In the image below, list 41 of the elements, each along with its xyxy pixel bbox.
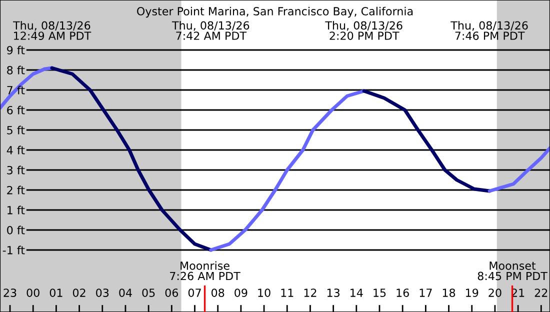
x-tick-label: 09 bbox=[234, 288, 248, 297]
x-tick-label: 10 bbox=[258, 288, 270, 297]
x-tick-label: 13 bbox=[327, 288, 340, 297]
annotation: Thu, 08/13/26 7:42 AM PDT bbox=[172, 21, 250, 40]
y-tick-label: 7 ft bbox=[7, 86, 25, 94]
x-tick-label: 08 bbox=[212, 288, 224, 297]
y-tick-label: 9 ft bbox=[7, 46, 25, 54]
y-tick-label: -1 ft bbox=[2, 246, 25, 254]
x-tick-label: 20 bbox=[488, 288, 502, 297]
x-tick-label: 16 bbox=[396, 288, 409, 297]
x-tick-label: 06 bbox=[165, 288, 178, 297]
x-tick-label: 01 bbox=[50, 288, 62, 297]
x-tick-label: 15 bbox=[374, 288, 386, 297]
x-tick-label: 07 bbox=[188, 288, 201, 297]
x-tick-label: 23 bbox=[4, 288, 16, 297]
x-tick-label: 11 bbox=[281, 288, 294, 297]
x-tick-label: 02 bbox=[72, 288, 86, 297]
x-tick-label: 17 bbox=[420, 288, 432, 297]
y-tick-label: 5 ft bbox=[7, 126, 25, 134]
x-tick-label: 19 bbox=[466, 288, 478, 297]
ref-line-label: Moonset 8:45 PM PDT bbox=[478, 262, 548, 280]
x-tick-label: 00 bbox=[26, 288, 40, 297]
x-tick-label: 03 bbox=[96, 288, 109, 297]
y-tick-label: 1 ft bbox=[8, 206, 25, 214]
text: Oyster Point Marina, San Francisco Bay, California bbox=[137, 6, 413, 18]
x-tick-label: 22 bbox=[534, 288, 548, 297]
x-tick-label: 05 bbox=[142, 288, 155, 297]
x-tick-label: 14 bbox=[350, 288, 363, 297]
y-tick-label: 6 ft bbox=[7, 106, 25, 114]
y-tick-label: 4 ft bbox=[6, 146, 25, 154]
annotation: Thu, 08/13/26 12:49 AM PDT bbox=[13, 21, 92, 40]
y-tick-label: 0 ft bbox=[7, 226, 25, 234]
x-tick-label: 18 bbox=[442, 288, 456, 297]
x-tick-label: 04 bbox=[119, 288, 132, 297]
ref-line-label: Moonrise 7:26 AM PDT bbox=[170, 261, 240, 280]
y-tick-label: 8 ft bbox=[7, 66, 25, 74]
y-tick-label: 3 ft bbox=[7, 166, 25, 174]
annotation: Thu, 08/13/26 7:46 PM PDT bbox=[450, 21, 528, 40]
y-tick-label: 2 ft bbox=[7, 186, 25, 194]
annotation: Thu, 08/13/26 2:20 PM PDT bbox=[325, 21, 402, 40]
x-tick-label: 12 bbox=[304, 288, 316, 297]
